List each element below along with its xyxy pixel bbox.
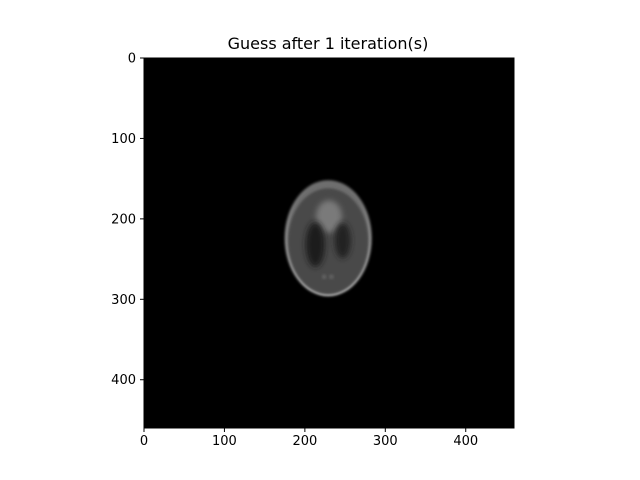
phantom-spot-1 [321, 274, 327, 280]
y-tick-label: 300 [111, 293, 136, 308]
x-tick-label: 100 [212, 434, 237, 449]
axes-frame [143, 57, 515, 429]
phantom-upper-blob [316, 200, 342, 233]
x-tick-label: 400 [453, 434, 478, 449]
phantom-brain-region [287, 188, 369, 295]
y-tick-label: 200 [111, 212, 136, 227]
y-axis: 0 100 200 300 400 [111, 52, 144, 388]
y-tick-label: 0 [128, 52, 136, 67]
chart-title: Guess after 1 iteration(s) [228, 34, 429, 53]
phantom-right-lobe [334, 222, 351, 259]
x-tick-label: 0 [140, 434, 148, 449]
phantom-spot-2 [329, 274, 334, 280]
image-area [144, 58, 514, 428]
y-tick-label: 100 [111, 132, 136, 147]
y-tick-label: 400 [111, 373, 136, 388]
x-tick-label: 300 [373, 434, 398, 449]
phantom-left-lobe [305, 222, 325, 268]
x-axis: 0 100 200 300 400 [140, 428, 478, 449]
x-tick-label: 200 [292, 434, 317, 449]
